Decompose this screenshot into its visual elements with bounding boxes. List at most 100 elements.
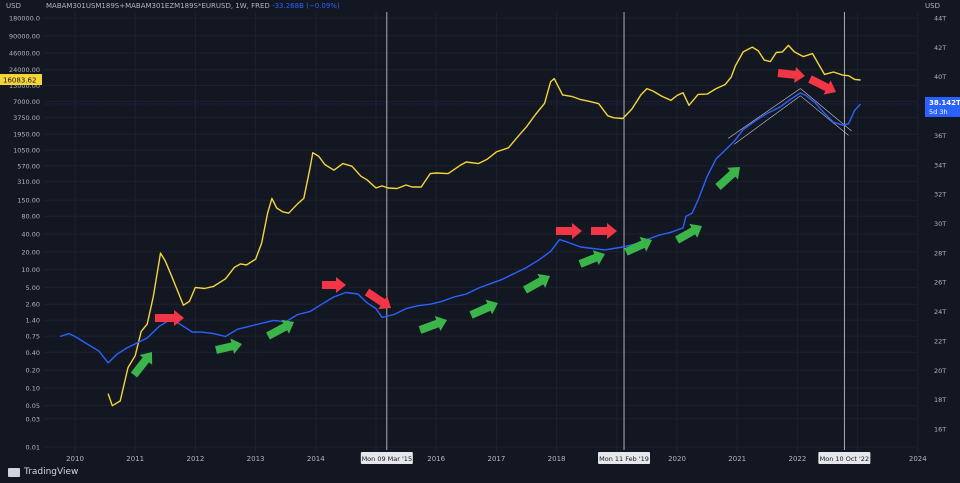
- right-tick-label: 40T: [934, 73, 946, 81]
- chart-series: [59, 44, 862, 407]
- down-arrow: [322, 277, 346, 293]
- chart-header[interactable]: MABAM301USM189S+MABAM301EZM189S*EURUSD, …: [46, 2, 340, 10]
- m3-last-price-box: [925, 96, 960, 117]
- left-tick-label: 150.00: [17, 197, 40, 205]
- left-tick-label: 0.01: [26, 444, 40, 452]
- channel-line: [800, 88, 852, 132]
- x-axis[interactable]: 2010201120122013201420152016201720182019…: [66, 455, 927, 463]
- left-tick-label: 5.00: [26, 284, 40, 292]
- right-tick-label: 18T: [934, 396, 946, 404]
- left-tick-label: 0.75: [26, 333, 40, 341]
- tradingview-logo[interactable]: TradingView: [8, 467, 78, 477]
- left-tick-label: 10.00: [21, 266, 40, 274]
- symbol-title[interactable]: MABAM301USM189S+MABAM301EZM189S*EURUSD, …: [46, 2, 270, 10]
- left-tick-label: 570.00: [17, 162, 40, 170]
- left-tick-label: 0.40: [26, 349, 40, 357]
- right-price-axis[interactable]: 44T42T40T38T36T34T32T30T28T26T24T22T20T1…: [934, 15, 946, 434]
- left-tick-label: 7000.00: [13, 98, 40, 106]
- right-tick-label: 26T: [934, 279, 946, 287]
- x-tick-label: 2014: [307, 455, 325, 463]
- left-tick-label: 13000.00: [9, 82, 40, 90]
- left-tick-label: 80.00: [21, 213, 40, 221]
- right-tick-label: 24T: [934, 308, 946, 316]
- right-tick-label: 30T: [934, 220, 946, 228]
- up-arrow: [624, 236, 652, 256]
- right-tick-label: 44T: [934, 15, 946, 23]
- up-arrow-shape: [266, 319, 294, 340]
- up-arrow-shape: [675, 223, 703, 244]
- event-date-box: [598, 452, 651, 464]
- left-tick-label: 20.00: [21, 248, 40, 256]
- channel-line: [727, 88, 801, 139]
- m3-countdown-label: 5d 3h: [929, 108, 948, 116]
- up-arrow: [418, 315, 448, 334]
- event-date-label: Mon 09 Mar '15: [362, 455, 413, 463]
- left-tick-label: 40.00: [21, 231, 40, 239]
- brand-name: TradingView: [24, 467, 79, 477]
- down-arrow: [155, 310, 184, 326]
- up-arrow: [215, 338, 242, 355]
- up-arrow-shape: [130, 351, 153, 378]
- m3-last-price-label: 38.142T: [929, 99, 960, 107]
- up-arrow: [578, 250, 605, 268]
- channel-line: [734, 95, 801, 145]
- up-arrow: [266, 319, 294, 340]
- down-arrow: [364, 288, 391, 310]
- up-arrow-shape: [418, 315, 448, 334]
- trend-arrows: [130, 66, 837, 378]
- right-tick-label: 34T: [934, 161, 946, 169]
- event-date-box: [360, 452, 413, 464]
- up-arrow: [675, 223, 703, 244]
- right-axis-unit: USD: [925, 2, 940, 10]
- left-tick-label: 1950.00: [13, 131, 40, 139]
- trend-channel: [727, 88, 852, 145]
- left-tick-label: 0.03: [26, 415, 40, 423]
- channel-line: [800, 95, 849, 136]
- event-date-label: Mon 10 Oct '22: [820, 455, 869, 463]
- left-tick-label: 24000.00: [9, 66, 40, 74]
- x-tick-label: 2020: [668, 455, 686, 463]
- up-arrow-shape: [624, 236, 652, 256]
- down-arrow-shape: [364, 288, 391, 310]
- left-axis-unit: USD: [6, 2, 21, 10]
- left-tick-label: 3750.00: [13, 114, 40, 122]
- price-change: -33.268B (−0.09%): [272, 2, 340, 10]
- left-tick-label: 180000.0: [9, 15, 40, 23]
- x-tick-label: 2017: [487, 455, 505, 463]
- x-tick-label: 2011: [126, 455, 144, 463]
- btc-price-line: [107, 44, 861, 407]
- x-tick-label: 2013: [247, 455, 265, 463]
- money-supply-line: [59, 92, 862, 364]
- left-price-axis[interactable]: 180000.0 90000.00 46000.00 24000.00 13000.00…: [9, 15, 40, 452]
- left-tick-label: 310.00: [17, 178, 40, 186]
- x-tick-label: 2018: [548, 455, 566, 463]
- right-tick-label: 22T: [934, 337, 946, 345]
- event-date-box: [818, 452, 871, 464]
- up-arrow-shape: [578, 250, 605, 268]
- up-arrow: [130, 351, 153, 378]
- x-tick-label: 2012: [186, 455, 204, 463]
- chart-grid: [44, 12, 919, 452]
- x-tick-label: 2010: [66, 455, 84, 463]
- x-tick-label: 2024: [909, 455, 927, 463]
- btc-last-price-box: [0, 74, 42, 86]
- down-arrow-shape: [322, 277, 346, 293]
- footer-bar: [0, 465, 960, 483]
- up-arrow-shape: [523, 273, 551, 294]
- left-tick-label: 2.60: [26, 301, 40, 309]
- up-arrow: [715, 167, 740, 190]
- tradingview-logo-icon: [8, 467, 20, 477]
- x-tick-label: 2021: [728, 455, 746, 463]
- left-tick-label: 46000.00: [9, 50, 40, 58]
- left-tick-label: 0.05: [26, 402, 40, 410]
- down-arrow-shape: [808, 75, 837, 95]
- x-tick-label: 2022: [788, 455, 806, 463]
- down-arrow: [808, 75, 837, 95]
- down-arrow: [556, 223, 582, 239]
- up-arrow-shape: [715, 167, 740, 190]
- down-arrow-shape: [155, 310, 184, 326]
- right-tick-label: 36T: [934, 132, 946, 140]
- left-tick-label: 90000.00: [9, 32, 40, 40]
- down-arrow-shape: [556, 223, 582, 239]
